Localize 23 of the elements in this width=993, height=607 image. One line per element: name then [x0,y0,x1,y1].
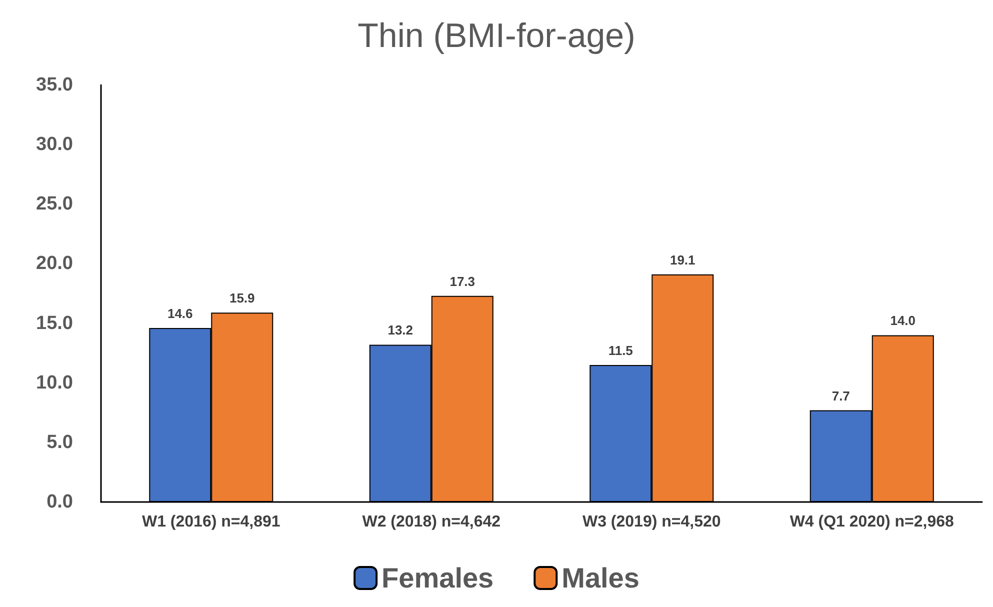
y-tick-label: 0.0 [46,492,73,512]
data-label: 14.0 [890,313,916,328]
y-tick-label: 15.0 [36,312,73,334]
y-tick-label: 20.0 [36,253,73,274]
chart-title: Thin (BMI-for-age) [358,17,636,55]
data-label: 7.7 [832,388,850,404]
y-tick-label: 35.0 [36,74,73,96]
data-label: 13.2 [388,322,414,338]
data-label: 17.3 [450,274,476,289]
data-label: 19.1 [670,252,696,268]
x-tick-label: W2 (2018) n=4,642 [362,514,501,530]
data-label: 15.9 [229,290,255,306]
x-tick-label: W4 (Q1 2020) n=2,968 [790,514,954,530]
x-tick-label: W1 (2016) n=4,891 [142,514,280,530]
legend-label: Males [562,562,640,594]
y-tick-label: 10.0 [36,372,73,394]
y-tick-label: 5.0 [46,432,73,453]
data-label: 14.6 [167,306,193,322]
y-tick-label: 30.0 [36,134,73,156]
legend-label: Females [382,562,494,594]
y-tick-label: 25.0 [36,194,73,215]
data-label: 11.5 [608,342,633,358]
x-tick-label: W3 (2019) n=4,520 [582,514,721,530]
